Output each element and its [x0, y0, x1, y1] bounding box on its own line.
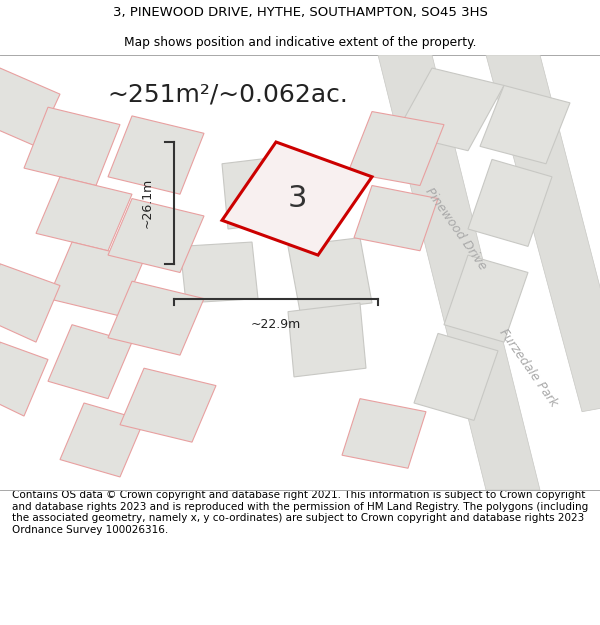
Text: 3, PINEWOOD DRIVE, HYTHE, SOUTHAMPTON, SO45 3HS: 3, PINEWOOD DRIVE, HYTHE, SOUTHAMPTON, S…: [113, 6, 487, 19]
Polygon shape: [396, 68, 504, 151]
Polygon shape: [180, 242, 258, 303]
Polygon shape: [378, 55, 540, 490]
Polygon shape: [48, 242, 144, 316]
Polygon shape: [480, 86, 570, 164]
Polygon shape: [108, 116, 204, 194]
Text: Map shows position and indicative extent of the property.: Map shows position and indicative extent…: [124, 36, 476, 49]
Polygon shape: [222, 155, 300, 229]
Polygon shape: [24, 107, 120, 186]
Polygon shape: [36, 177, 132, 251]
Polygon shape: [108, 281, 204, 355]
Polygon shape: [0, 264, 60, 342]
Polygon shape: [288, 238, 372, 312]
Polygon shape: [348, 111, 444, 186]
Text: Furzedale Park: Furzedale Park: [496, 327, 560, 410]
Polygon shape: [288, 303, 366, 377]
Polygon shape: [120, 368, 216, 442]
Text: 3: 3: [287, 184, 307, 213]
Polygon shape: [414, 333, 498, 421]
Polygon shape: [222, 142, 372, 255]
Polygon shape: [354, 186, 438, 251]
Polygon shape: [486, 55, 600, 412]
Polygon shape: [0, 68, 60, 146]
Text: Pinewood Drive: Pinewood Drive: [423, 186, 489, 272]
Polygon shape: [48, 325, 132, 399]
Text: ~22.9m: ~22.9m: [251, 318, 301, 331]
Polygon shape: [468, 159, 552, 246]
Polygon shape: [108, 199, 204, 272]
Text: Contains OS data © Crown copyright and database right 2021. This information is : Contains OS data © Crown copyright and d…: [12, 490, 588, 535]
Polygon shape: [0, 342, 48, 416]
Polygon shape: [60, 403, 144, 477]
Polygon shape: [342, 399, 426, 468]
Polygon shape: [444, 255, 528, 342]
Text: ~251m²/~0.062ac.: ~251m²/~0.062ac.: [107, 82, 349, 106]
Text: ~26.1m: ~26.1m: [140, 177, 154, 228]
